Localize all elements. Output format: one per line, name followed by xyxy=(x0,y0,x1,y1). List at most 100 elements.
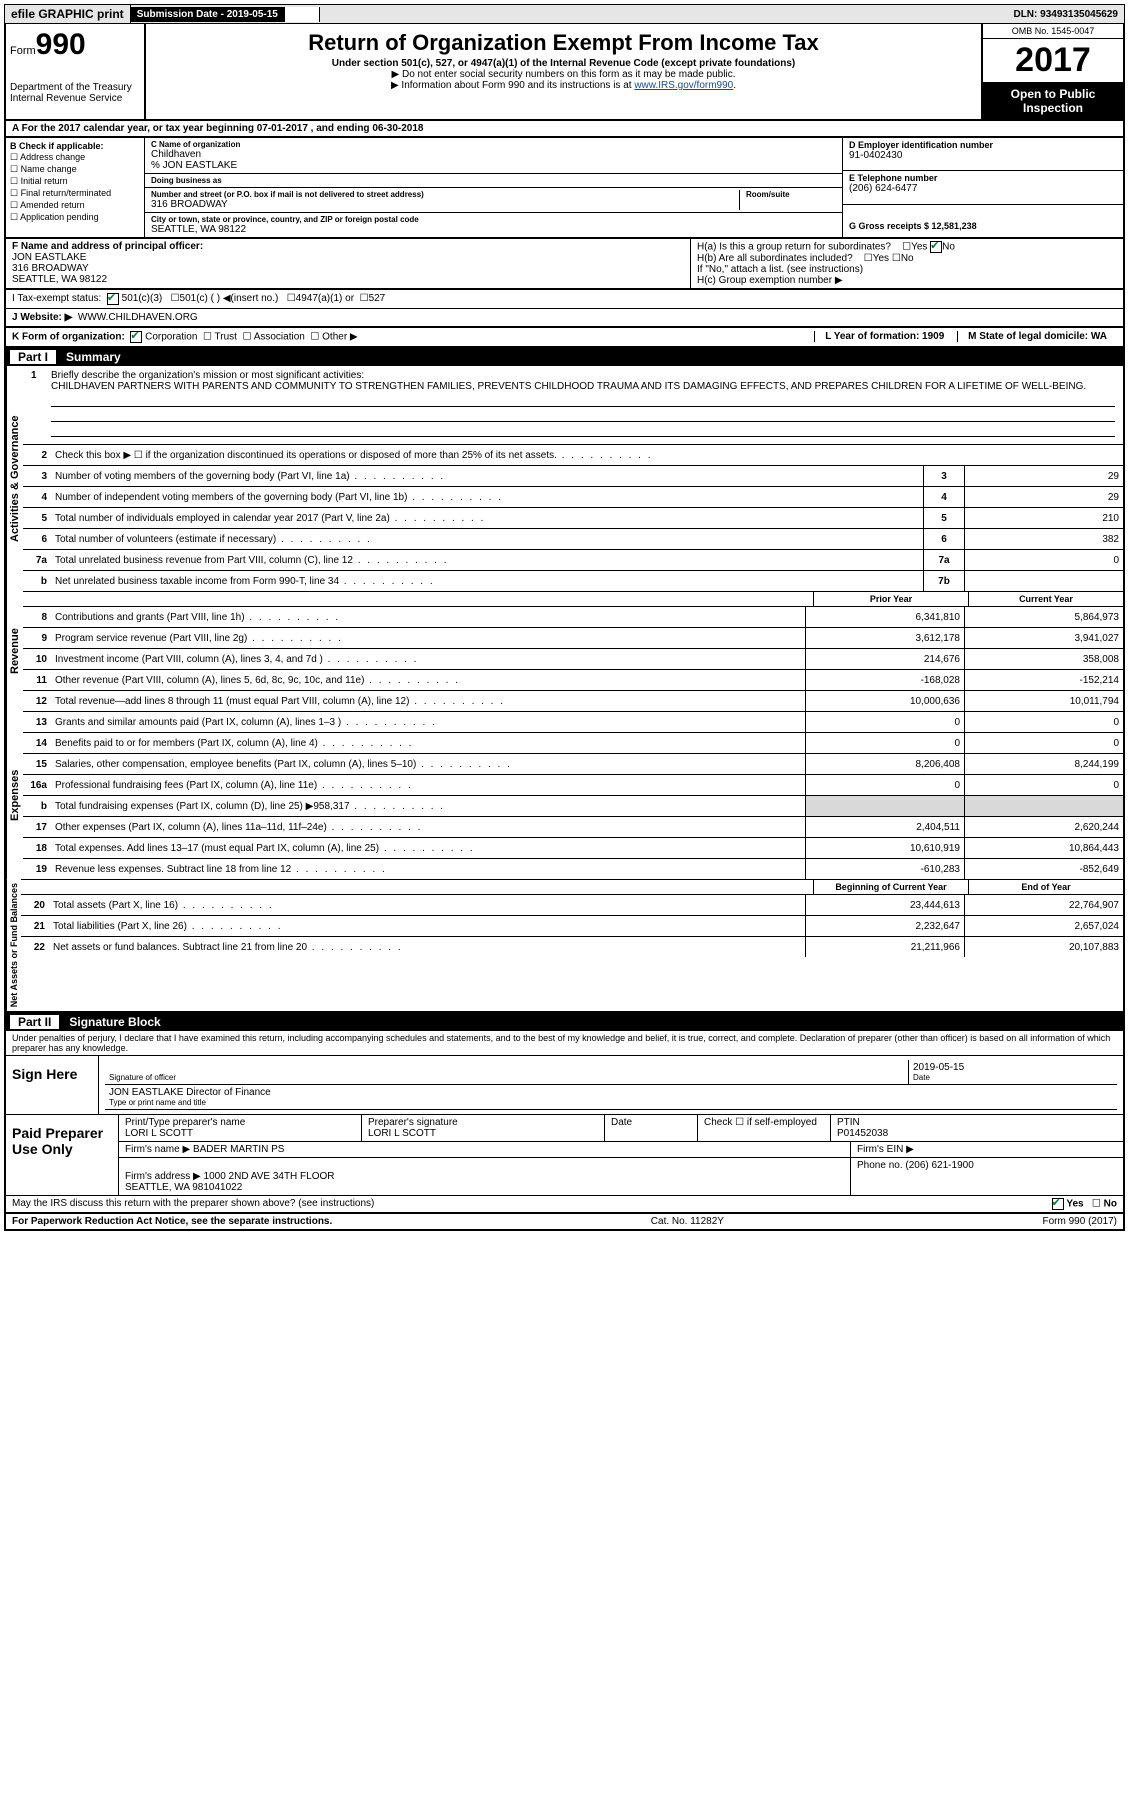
row-k: K Form of organization: Corporation ☐ Tr… xyxy=(4,328,1125,348)
form-number: Form990 xyxy=(10,28,140,62)
header-right: OMB No. 1545-0047 2017 Open to Public In… xyxy=(981,24,1123,119)
summary-line: 4Number of independent voting members of… xyxy=(23,486,1123,507)
b-opt-initial[interactable]: ☐ Initial return xyxy=(10,176,140,187)
prior-val: 21,211,966 xyxy=(805,937,964,957)
part1-num: Part I xyxy=(10,350,56,364)
state-domicile: M State of legal domicile: WA xyxy=(957,331,1117,342)
officer-addr1: 316 BROADWAY xyxy=(12,263,684,274)
dept-label: Department of the Treasury Internal Reve… xyxy=(10,82,140,104)
current-val: -152,214 xyxy=(964,670,1123,690)
row-j: J Website: ▶ WWW.CHILDHAVEN.ORG xyxy=(4,309,1125,328)
k-corp-check[interactable] xyxy=(130,331,142,343)
block-fh: F Name and address of principal officer:… xyxy=(4,239,1125,290)
summary-line: 12Total revenue—add lines 8 through 11 (… xyxy=(23,690,1123,711)
b-opt-amended[interactable]: ☐ Amended return xyxy=(10,200,140,211)
b-opt-name[interactable]: ☐ Name change xyxy=(10,164,140,175)
line-text: Grants and similar amounts paid (Part IX… xyxy=(51,715,805,730)
care-of: % JON EASTLAKE xyxy=(151,160,836,171)
summary-line: 16aProfessional fundraising fees (Part I… xyxy=(23,774,1123,795)
current-val: 0 xyxy=(964,712,1123,732)
beg-year-head: Beginning of Current Year xyxy=(813,880,968,894)
year-formation: L Year of formation: 1909 xyxy=(814,331,954,342)
summary-line: 20Total assets (Part X, line 16)23,444,6… xyxy=(21,894,1123,915)
prior-val xyxy=(805,796,964,816)
summary-line: 11Other revenue (Part VIII, column (A), … xyxy=(23,669,1123,690)
line-num: 20 xyxy=(21,900,49,911)
prior-val: 0 xyxy=(805,775,964,795)
room-lbl: Room/suite xyxy=(746,190,836,199)
h-b-note: If "No," attach a list. (see instruction… xyxy=(697,264,1117,275)
irs-link[interactable]: www.IRS.gov/form990 xyxy=(634,80,733,91)
tel-lbl: E Telephone number xyxy=(849,173,1117,183)
f-lbl: F Name and address of principal officer: xyxy=(12,241,684,252)
top-bar: efile GRAPHIC print Submission Date - 20… xyxy=(4,4,1125,24)
line-box: 3 xyxy=(923,466,964,486)
d-tel: E Telephone number (206) 624-6477 xyxy=(843,171,1123,204)
netassets-section: Net Assets or Fund Balances Beginning of… xyxy=(6,879,1123,1011)
prior-val: 0 xyxy=(805,733,964,753)
prior-val: -168,028 xyxy=(805,670,964,690)
i-501c3-check[interactable] xyxy=(107,293,119,305)
line-num: 21 xyxy=(21,921,49,932)
b-opt-final[interactable]: ☐ Final return/terminated xyxy=(10,188,140,199)
c-city-row: City or town, state or province, country… xyxy=(145,213,842,237)
side-activities: Activities & Governance xyxy=(6,366,23,591)
line-num: 6 xyxy=(23,534,51,545)
side-expenses: Expenses xyxy=(6,711,23,879)
line-val: 29 xyxy=(964,487,1123,507)
line-text: Professional fundraising fees (Part IX, … xyxy=(51,778,805,793)
col-d: D Employer identification number 91-0402… xyxy=(842,138,1123,237)
summary-line: 15Salaries, other compensation, employee… xyxy=(23,753,1123,774)
discuss-yes-check[interactable] xyxy=(1052,1198,1064,1210)
line1-num: 1 xyxy=(31,370,37,381)
h-b: H(b) Are all subordinates included? ☐Yes… xyxy=(697,253,1117,264)
discuss-answers: Yes ☐ No xyxy=(1052,1198,1117,1210)
i-opt1: 501(c)(3) xyxy=(122,293,163,305)
open-inspection: Open to Public Inspection xyxy=(983,83,1123,119)
line-num: 3 xyxy=(23,471,51,482)
line1-body: CHILDHAVEN PARTNERS WITH PARENTS AND COM… xyxy=(51,381,1086,392)
line-box: 4 xyxy=(923,487,964,507)
paid-r3: Firm's address ▶ 1000 2ND AVE 34TH FLOOR… xyxy=(119,1158,1123,1195)
expenses-section: Expenses 13Grants and similar amounts pa… xyxy=(6,711,1123,879)
line-text: Investment income (Part VIII, column (A)… xyxy=(51,652,805,667)
current-val: -852,649 xyxy=(964,859,1123,879)
officer-addr2: SEATTLE, WA 98122 xyxy=(12,274,684,285)
i-opt4: 527 xyxy=(369,293,386,305)
summary-line: 8Contributions and grants (Part VIII, li… xyxy=(23,606,1123,627)
prior-year-head: Prior Year xyxy=(813,592,968,606)
line-num: 12 xyxy=(23,696,51,707)
line-text: Number of independent voting members of … xyxy=(51,490,923,505)
summary-line: 3Number of voting members of the governi… xyxy=(23,465,1123,486)
officer-sig-cell[interactable]: Signature of officer xyxy=(105,1060,908,1085)
signature-block: Under penalties of perjury, I declare th… xyxy=(4,1031,1125,1214)
paid-r1: Print/Type preparer's name LORI L SCOTT … xyxy=(119,1115,1123,1142)
current-val xyxy=(964,796,1123,816)
current-val: 5,864,973 xyxy=(964,607,1123,627)
part2-header: Part II Signature Block xyxy=(4,1013,1125,1031)
prior-val: 8,206,408 xyxy=(805,754,964,774)
ha-no-check[interactable] xyxy=(930,241,942,253)
end-year-head: End of Year xyxy=(968,880,1123,894)
line-num: b xyxy=(23,801,51,812)
dba-lbl: Doing business as xyxy=(151,176,836,185)
city-lbl: City or town, state or province, country… xyxy=(151,215,836,224)
line-text: Total revenue—add lines 8 through 11 (mu… xyxy=(51,694,805,709)
summary-line: 10Investment income (Part VIII, column (… xyxy=(23,648,1123,669)
efile-label[interactable]: efile GRAPHIC print xyxy=(5,5,131,23)
tel-value: (206) 624-6477 xyxy=(849,183,1117,194)
paid-grid: Print/Type preparer's name LORI L SCOTT … xyxy=(119,1115,1123,1195)
line-num: 10 xyxy=(23,654,51,665)
prior-val: 10,000,636 xyxy=(805,691,964,711)
line-val: 29 xyxy=(964,466,1123,486)
tax-year: 2017 xyxy=(983,39,1123,83)
blank-line xyxy=(51,422,1115,437)
line-text: Total assets (Part X, line 16) xyxy=(49,898,805,913)
d-ein: D Employer identification number 91-0402… xyxy=(843,138,1123,171)
addr-lbl: Number and street (or P.O. box if mail i… xyxy=(151,190,739,199)
penalty-text: Under penalties of perjury, I declare th… xyxy=(6,1031,1123,1055)
revenue-lines: Prior Year Current Year 8Contributions a… xyxy=(23,591,1123,711)
b-opt-pending[interactable]: ☐ Application pending xyxy=(10,212,140,223)
b-opt-address[interactable]: ☐ Address change xyxy=(10,152,140,163)
part1-title: Summary xyxy=(66,350,121,364)
